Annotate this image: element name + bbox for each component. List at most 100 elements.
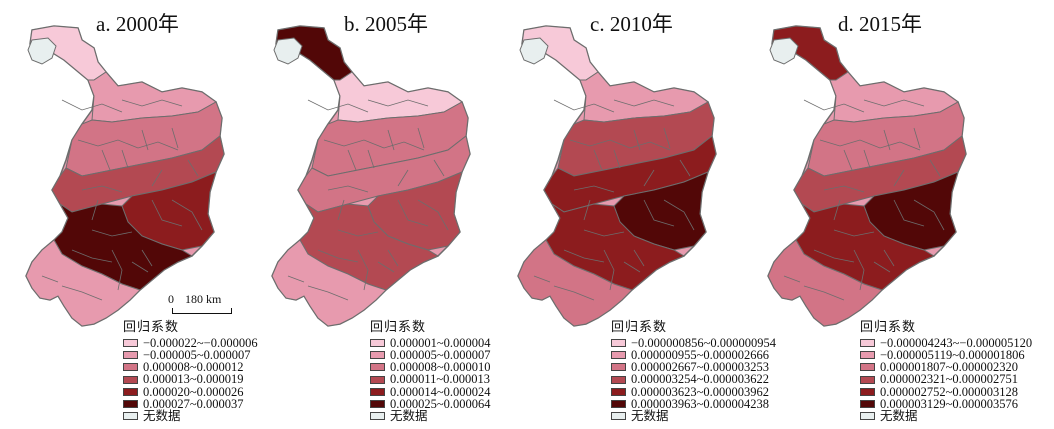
legend-label: −0.000022~−0.000006 bbox=[143, 335, 258, 350]
county-boundary bbox=[573, 185, 615, 193]
legend-item-nodata: 无数据 bbox=[370, 410, 491, 422]
county-boundary bbox=[171, 199, 203, 231]
county-boundary bbox=[287, 275, 305, 283]
legend-item: 0.000027~0.000037 bbox=[123, 398, 258, 410]
county-boundary bbox=[663, 199, 695, 231]
county-boundary bbox=[663, 127, 671, 149]
legend-swatch bbox=[123, 363, 138, 372]
legend-label: 0.000011~0.000013 bbox=[390, 372, 491, 387]
legend-item: −0.000005~0.000007 bbox=[123, 349, 258, 361]
legend-swatch bbox=[370, 363, 385, 372]
county-boundary bbox=[563, 249, 605, 263]
legend-swatch bbox=[370, 412, 385, 421]
legend-item: −0.000000856~0.000000954 bbox=[611, 337, 776, 349]
county-boundary bbox=[569, 139, 671, 151]
county-boundary bbox=[187, 159, 199, 177]
legend-label: 无数据 bbox=[390, 408, 428, 423]
legend-label: 0.000027~0.000037 bbox=[143, 396, 244, 411]
legend: 回归系数 −0.000004243~−0.000005120 −0.00000511… bbox=[860, 320, 1032, 422]
legend-swatch bbox=[860, 400, 875, 409]
legend-swatch bbox=[123, 387, 138, 396]
county-boundary bbox=[823, 185, 865, 193]
county-boundary bbox=[367, 99, 429, 107]
legend-label: 0.000020~0.000026 bbox=[143, 384, 244, 399]
legend-label: 0.000001807~0.000002320 bbox=[880, 360, 1019, 375]
scale-bar: 0 180 km bbox=[168, 292, 232, 314]
legend-label: 0.000008~0.000010 bbox=[390, 360, 491, 375]
legend-title: 回归系数 bbox=[860, 319, 917, 334]
county-boundary bbox=[131, 261, 149, 273]
legend-label: 0.000003623~0.000003962 bbox=[631, 384, 770, 399]
choropleth-map-2015 bbox=[767, 25, 967, 327]
county-boundary bbox=[121, 149, 129, 169]
legend-item: 0.000025~0.000064 bbox=[370, 398, 491, 410]
county-boundary bbox=[533, 275, 551, 283]
county-boundary bbox=[41, 275, 59, 283]
legend-item: −0.000005119~0.000001806 bbox=[860, 349, 1032, 361]
legend-label: 0.000008~0.000012 bbox=[143, 360, 244, 375]
county-boundary bbox=[171, 127, 179, 149]
legend-label: 0.000003254~0.000003622 bbox=[631, 372, 770, 387]
county-boundary bbox=[583, 199, 591, 221]
legend-item-nodata: 无数据 bbox=[860, 410, 1032, 422]
county-boundary bbox=[633, 129, 641, 151]
county-boundary bbox=[843, 149, 853, 171]
county-boundary bbox=[81, 185, 123, 193]
legend-swatch bbox=[370, 400, 385, 409]
legend-label: 0.000025~0.000064 bbox=[390, 396, 491, 411]
legend-swatch bbox=[860, 363, 875, 372]
legend: 回归系数 −0.000022~−0.000006 −0.000005~0.00000… bbox=[123, 320, 258, 422]
legend-item: 0.000001807~0.000002320 bbox=[860, 361, 1032, 373]
county-boundary bbox=[643, 199, 675, 227]
legend-swatch bbox=[370, 339, 385, 348]
legend-swatch bbox=[860, 387, 875, 396]
county-boundary bbox=[61, 99, 123, 113]
legend-label: 0.000002667~0.000003253 bbox=[631, 360, 770, 375]
legend-item: 0.000002752~0.000003128 bbox=[860, 386, 1032, 398]
county-boundary bbox=[893, 199, 925, 227]
map-region bbox=[271, 239, 387, 327]
county-boundary bbox=[91, 229, 133, 237]
county-boundary bbox=[623, 261, 641, 273]
county-boundary bbox=[101, 149, 111, 171]
scale-zero-label: 0 bbox=[168, 292, 174, 306]
legend-item: 0.000011~0.000013 bbox=[370, 372, 491, 387]
county-boundary bbox=[833, 199, 841, 221]
legend: 回归系数 0.000001~0.000004 0.000005~0.000007 0.… bbox=[370, 320, 491, 422]
legend-label: 无数据 bbox=[631, 408, 669, 423]
map-region bbox=[769, 37, 799, 65]
legend-label: 0.000003963~0.000004238 bbox=[631, 396, 770, 411]
county-boundary bbox=[397, 199, 429, 227]
county-boundary bbox=[603, 249, 615, 291]
county-boundary bbox=[643, 169, 655, 187]
legend-label: 无数据 bbox=[880, 408, 918, 423]
panel-2005: b. 2005年 回归系数 0.000001~0.000004 0.000005~0… bbox=[246, 0, 506, 429]
county-boundary bbox=[323, 139, 425, 151]
legend-item: 0.000014~0.000024 bbox=[370, 386, 491, 398]
legend-swatch bbox=[860, 339, 875, 348]
county-boundary bbox=[141, 129, 149, 151]
legend-swatch bbox=[860, 351, 875, 360]
county-boundary bbox=[593, 149, 603, 171]
legend-item: −0.000022~−0.000006 bbox=[123, 337, 258, 349]
county-boundary bbox=[307, 99, 369, 113]
choropleth-map-2010 bbox=[517, 25, 717, 327]
county-boundary bbox=[819, 139, 921, 151]
legend-swatch bbox=[370, 351, 385, 360]
county-boundary bbox=[337, 199, 345, 221]
legend-item: 0.000020~0.000026 bbox=[123, 386, 258, 398]
legend-label: −0.000005119~0.000001806 bbox=[880, 348, 1025, 363]
county-boundary bbox=[613, 99, 675, 107]
legend-item: 0.000002667~0.000003253 bbox=[611, 361, 776, 373]
panel-2010: c. 2010年 回归系数 −0.000000856~0.000000954 0.0… bbox=[492, 0, 776, 429]
map-region bbox=[519, 37, 549, 65]
legend-swatch bbox=[123, 412, 138, 421]
legend-item: 0.000008~0.000012 bbox=[123, 361, 258, 373]
county-boundary bbox=[121, 99, 183, 107]
legend-swatch bbox=[611, 363, 626, 372]
legend-label: −0.000005~0.000007 bbox=[143, 348, 251, 363]
legend-title: 回归系数 bbox=[611, 319, 668, 334]
legend-item: 0.000003623~0.000003962 bbox=[611, 386, 776, 398]
county-boundary bbox=[633, 249, 645, 267]
county-boundary bbox=[141, 249, 153, 267]
